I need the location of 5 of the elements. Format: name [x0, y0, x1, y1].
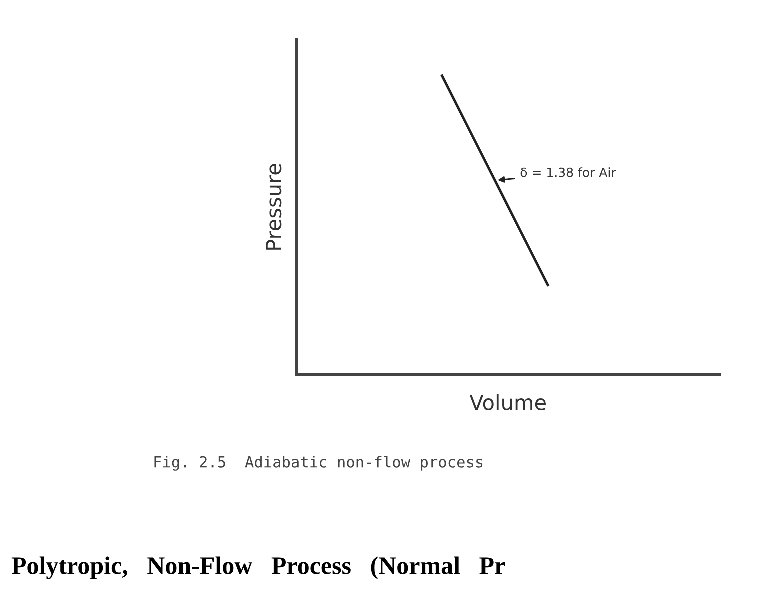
annotation: δ = 1.38 for Air: [520, 168, 616, 178]
text: Polytropic, Non-Flow Process (Normal Pr: [12, 556, 506, 580]
caption: Fig. 2.5 Adiabatic non-flow process: [154, 456, 483, 471]
y-axis-title: Pressure: [266, 164, 282, 250]
x-axis-title: Volume: [470, 394, 546, 411]
